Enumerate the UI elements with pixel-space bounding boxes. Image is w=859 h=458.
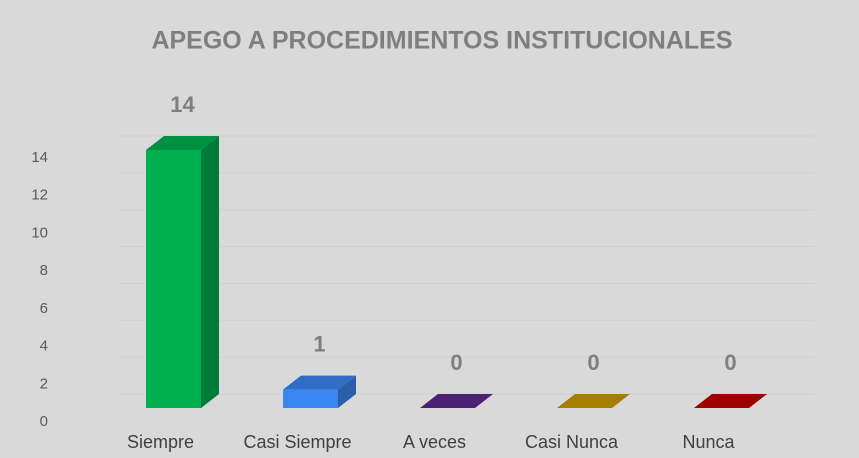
data-label: 14: [170, 92, 195, 117]
bar-top: [283, 375, 356, 390]
bar: [146, 136, 219, 408]
data-label: 0: [724, 350, 736, 375]
y-tick-label: 12: [31, 187, 48, 204]
y-tick-label: 10: [31, 224, 48, 241]
data-label: 0: [450, 350, 462, 375]
bar-side: [201, 136, 219, 408]
y-tick-label: 0: [40, 413, 48, 430]
y-tick-label: 2: [40, 375, 48, 392]
x-tick-label: Casi Nunca: [525, 432, 619, 452]
x-tick-label: Siempre: [127, 432, 194, 452]
bar-front: [146, 150, 201, 408]
bar-side: [338, 375, 356, 408]
bar: [694, 394, 767, 408]
x-tick-label: A veces: [403, 432, 466, 452]
bar-front: [283, 389, 338, 408]
bar-top: [557, 394, 630, 408]
bar-top: [146, 136, 219, 150]
bar: [283, 375, 356, 408]
x-tick-label: Casi Siempre: [243, 432, 351, 452]
bar-top: [694, 394, 767, 408]
y-tick-label: 8: [40, 262, 48, 279]
y-tick-label: 6: [40, 300, 48, 317]
chart-title: APEGO A PROCEDIMIENTOS INSTITUCIONALES: [151, 27, 732, 55]
data-label: 0: [587, 350, 599, 375]
x-tick-label: Nunca: [682, 432, 735, 452]
bar: [557, 394, 630, 408]
y-tick-label: 4: [40, 338, 48, 355]
bar: [420, 394, 493, 408]
y-tick-label: 14: [31, 149, 48, 166]
bar-top: [420, 394, 493, 408]
data-label: 1: [313, 331, 325, 356]
